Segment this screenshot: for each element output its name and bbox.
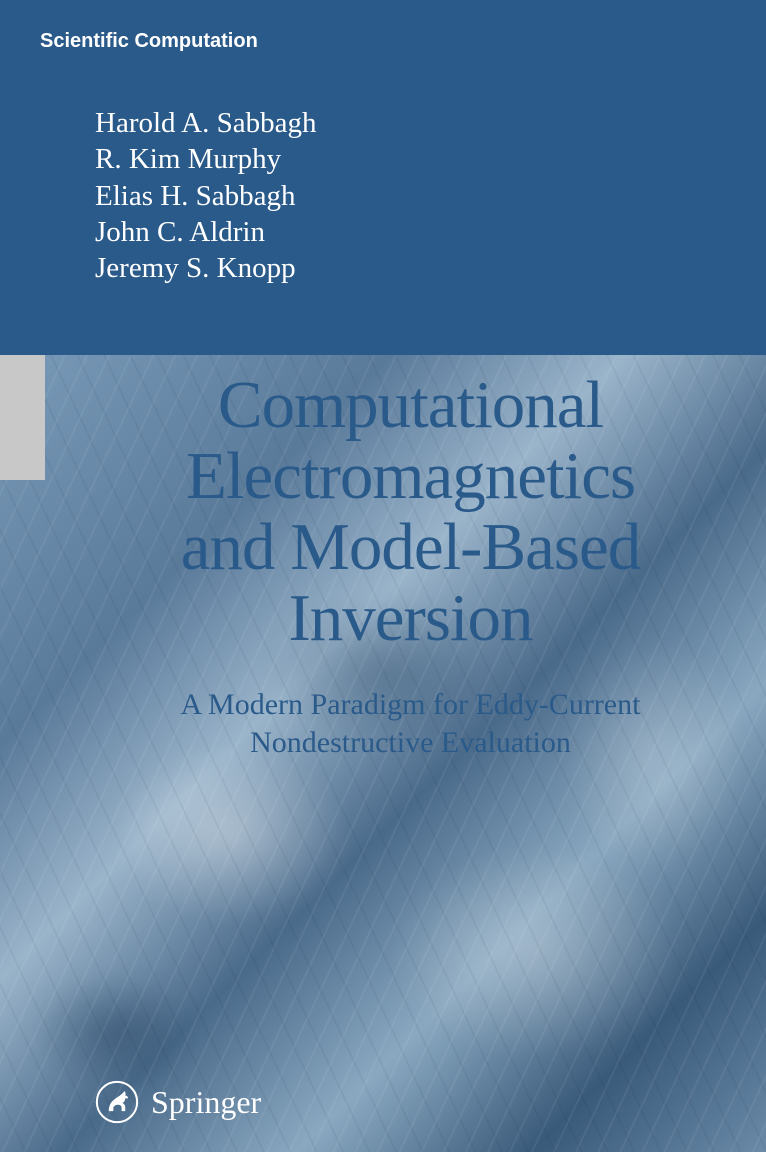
title-block: Computational Electromagnetics and Model…	[95, 370, 726, 761]
title-line: and Model-Based	[95, 512, 726, 583]
publisher-name: Springer	[151, 1084, 261, 1121]
publisher-block: Springer	[95, 1080, 261, 1124]
author-line: John C. Aldrin	[95, 214, 317, 250]
main-title: Computational Electromagnetics and Model…	[95, 370, 726, 654]
author-line: Harold A. Sabbagh	[95, 105, 317, 141]
left-gray-tab	[0, 355, 45, 480]
title-line: Computational	[95, 370, 726, 441]
authors-block: Harold A. Sabbagh R. Kim Murphy Elias H.…	[95, 105, 317, 286]
title-line: Electromagnetics	[95, 441, 726, 512]
book-cover: Scientific Computation Harold A. Sabbagh…	[0, 0, 766, 1152]
series-label: Scientific Computation	[40, 30, 258, 53]
author-line: Jeremy S. Knopp	[95, 250, 317, 286]
author-line: Elias H. Sabbagh	[95, 178, 317, 214]
subtitle-line: A Modern Paradigm for Eddy-Current	[95, 686, 726, 724]
subtitle-line: Nondestructive Evaluation	[95, 724, 726, 762]
title-line: Inversion	[95, 583, 726, 654]
top-band: Scientific Computation Harold A. Sabbagh…	[0, 0, 766, 355]
author-line: R. Kim Murphy	[95, 141, 317, 177]
springer-horse-icon	[95, 1080, 139, 1124]
subtitle: A Modern Paradigm for Eddy-Current Nonde…	[95, 686, 726, 761]
